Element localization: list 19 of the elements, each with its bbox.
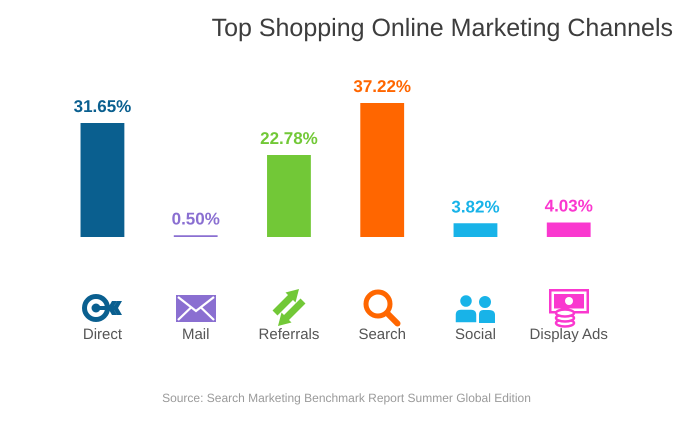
x-tick-label: Direct [82,326,123,344]
x-tick-label: Social [455,326,496,344]
bar [546,222,591,237]
bar [360,103,404,237]
x-tick-label: Search [358,326,406,344]
source-note: Source: Search Marketing Benchmark Report Summer Global Edition [161,390,532,406]
data-label: 4.03% [544,196,593,216]
bar [267,154,311,237]
chart-title: Top Shopping Online Marketing Channels [212,13,673,43]
x-tick-label: Referrals [258,326,320,344]
data-label: 0.50% [172,209,220,228]
x-tick-label: Mail [182,326,210,344]
data-label: 37.22% [353,77,412,96]
data-label: 31.65% [74,97,132,116]
data-label: 3.82% [451,197,500,216]
bar [80,123,124,237]
x-tick-label: Display Ads [530,326,608,344]
bar [454,223,498,237]
data-label: 22.78% [260,129,318,148]
